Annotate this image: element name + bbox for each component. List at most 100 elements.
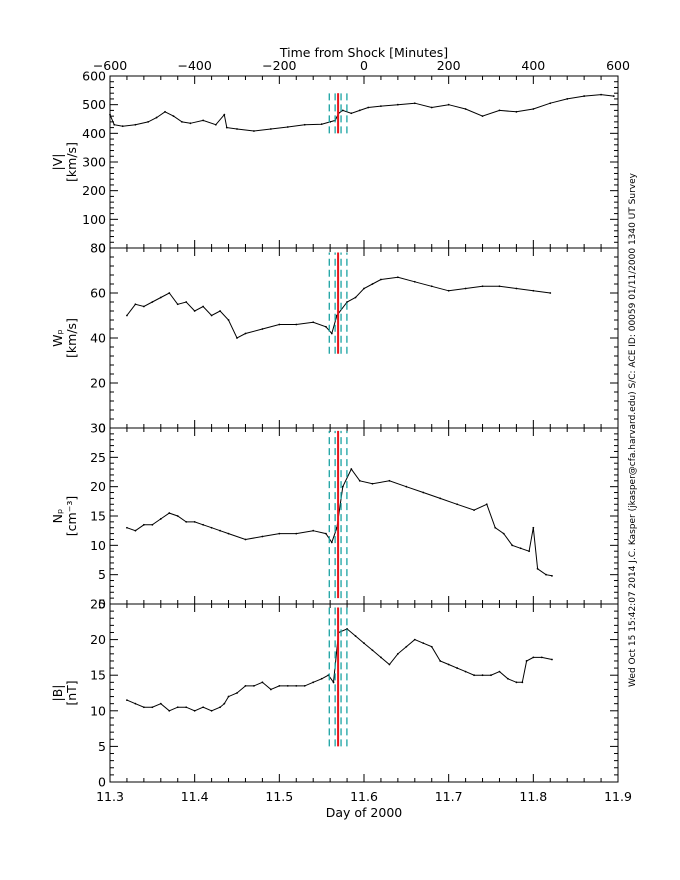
data-point-v xyxy=(481,115,484,118)
data-point-b xyxy=(515,681,518,684)
y-tick-label-v: 500 xyxy=(82,97,106,112)
data-point-n xyxy=(227,532,230,535)
data-point-v xyxy=(350,112,353,115)
data-point-b xyxy=(320,677,323,680)
data-point-n xyxy=(405,485,408,488)
data-point-w xyxy=(380,278,382,281)
data-point-w xyxy=(549,292,552,294)
data-point-v xyxy=(600,93,602,96)
data-point-n xyxy=(485,503,488,506)
data-point-v xyxy=(532,108,535,110)
data-point-v xyxy=(172,115,175,118)
panel-frame-n xyxy=(109,427,619,605)
data-point-b xyxy=(439,660,442,662)
data-point-b xyxy=(490,674,492,677)
y-tick-label-v: 600 xyxy=(82,69,106,84)
y-tick-label-n: 0 xyxy=(98,597,106,612)
data-point-b xyxy=(481,674,484,677)
data-point-v xyxy=(464,108,467,110)
data-point-v xyxy=(413,102,416,105)
y-axis-unit-b: [nT] xyxy=(64,680,79,705)
data-point-n xyxy=(159,518,162,520)
data-point-b xyxy=(223,702,226,705)
data-point-w xyxy=(354,296,357,299)
data-point-v xyxy=(367,106,370,109)
y-tick-label-n: 10 xyxy=(90,538,106,553)
y-tick-label-n: 5 xyxy=(98,567,106,582)
data-point-n xyxy=(193,520,196,523)
y-tick-label-b: 5 xyxy=(98,739,106,754)
y-tick-label-b: 25 xyxy=(90,597,106,612)
data-point-b xyxy=(278,684,281,687)
data-point-w xyxy=(176,303,179,306)
y-tick-label-w: 80 xyxy=(90,241,106,256)
data-point-w xyxy=(447,289,450,292)
data-point-b xyxy=(473,674,475,677)
data-point-b xyxy=(371,649,374,652)
data-point-n xyxy=(388,479,391,482)
data-point-b xyxy=(380,656,382,659)
y-tick-label-v: 300 xyxy=(82,155,106,170)
data-point-n xyxy=(350,468,353,470)
panel-frame-w xyxy=(109,247,619,429)
data-point-w xyxy=(295,323,298,326)
data-point-n xyxy=(202,523,205,526)
data-point-b xyxy=(210,709,213,712)
data-point-n xyxy=(494,526,497,529)
data-point-v xyxy=(155,116,158,119)
data-point-b xyxy=(269,688,272,691)
data-point-b xyxy=(193,709,196,712)
data-point-v xyxy=(189,122,192,125)
data-point-n xyxy=(341,485,344,488)
data-point-b xyxy=(295,684,298,687)
data-point-b xyxy=(303,684,306,687)
data-point-n xyxy=(536,567,539,570)
data-point-b xyxy=(142,706,145,709)
y-tick-label-w: 60 xyxy=(90,286,106,301)
data-point-b xyxy=(202,706,205,709)
data-point-v xyxy=(269,128,272,130)
data-point-v xyxy=(612,95,615,97)
data-point-b xyxy=(354,635,357,637)
data-point-n xyxy=(244,538,247,541)
data-point-b xyxy=(126,699,128,702)
data-point-b xyxy=(176,706,179,709)
y-axis-unit-v: [km/s] xyxy=(64,142,79,182)
data-point-w xyxy=(261,328,264,330)
data-point-b xyxy=(540,656,543,659)
data-point-w xyxy=(532,289,535,292)
data-point-v xyxy=(396,103,399,106)
data-point-w xyxy=(202,305,205,308)
y-tick-label-w: 0 xyxy=(98,421,106,436)
top-axis-tick-label: −600 xyxy=(93,58,127,73)
data-point-w xyxy=(185,301,188,303)
data-point-n xyxy=(422,491,425,494)
top-axis-tick-label: −200 xyxy=(262,58,296,73)
x-tick-label: 11.7 xyxy=(435,789,463,804)
data-point-v xyxy=(214,123,217,126)
data-point-v xyxy=(303,123,306,126)
data-point-n xyxy=(456,503,459,506)
data-point-n xyxy=(325,532,327,535)
data-point-v xyxy=(109,113,111,116)
data-point-v xyxy=(147,120,150,123)
data-point-v xyxy=(380,105,382,107)
data-point-b xyxy=(363,642,365,645)
data-point-n xyxy=(528,550,530,553)
data-point-v xyxy=(113,123,116,126)
data-point-n xyxy=(371,482,374,485)
y-axis-unit-w: [km/s] xyxy=(64,318,79,358)
y-tick-label-b: 20 xyxy=(90,632,106,647)
data-point-b xyxy=(456,667,459,669)
data-point-v xyxy=(447,103,450,106)
data-point-w xyxy=(430,285,433,288)
y-tick-label-b: 0 xyxy=(98,775,106,790)
data-point-v xyxy=(549,102,552,105)
y-tick-label-n: 20 xyxy=(90,479,106,494)
data-point-n xyxy=(176,515,179,517)
top-axis-tick-label: −400 xyxy=(177,58,211,73)
top-axis-tick-label: 200 xyxy=(437,58,461,73)
data-point-n xyxy=(295,532,298,535)
data-point-b xyxy=(498,670,501,673)
data-point-w xyxy=(236,337,238,339)
